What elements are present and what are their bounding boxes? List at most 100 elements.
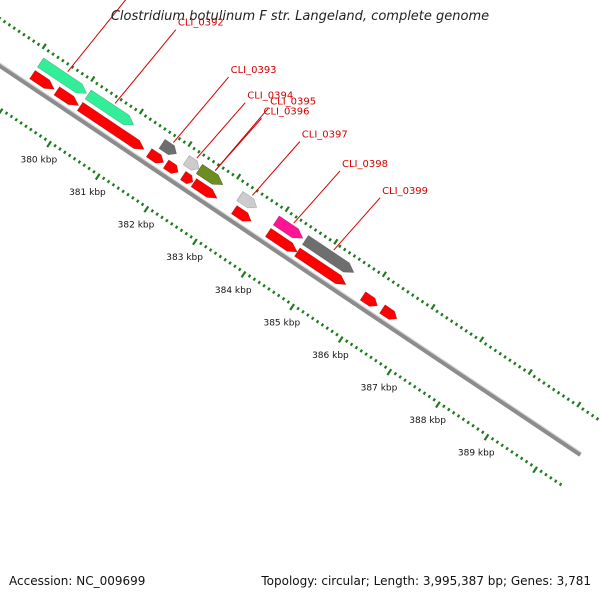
inner-minor-tick bbox=[140, 202, 145, 207]
cds-arrow bbox=[294, 247, 347, 285]
outer-minor-tick bbox=[449, 319, 454, 324]
inner-minor-tick bbox=[267, 287, 271, 291]
inner-minor-tick bbox=[553, 479, 558, 483]
label-leader-line bbox=[173, 76, 229, 143]
inner-minor-tick bbox=[33, 130, 38, 135]
outer-minor-tick bbox=[119, 97, 123, 102]
gene-arrow bbox=[301, 234, 355, 273]
outer-minor-tick bbox=[425, 303, 430, 307]
ruler-tick-label: 385 kbp bbox=[263, 318, 300, 328]
outer-minor-tick bbox=[469, 332, 473, 337]
cds-arrow bbox=[379, 304, 398, 320]
inner-minor-tick bbox=[208, 248, 213, 252]
outer-minor-tick bbox=[313, 228, 318, 232]
inner-minor-tick bbox=[422, 391, 427, 396]
outer-minor-tick bbox=[75, 68, 80, 73]
inner-minor-tick bbox=[442, 404, 446, 409]
outer-minor-tick bbox=[595, 416, 600, 421]
outer-minor-tick bbox=[124, 101, 128, 105]
inner-minor-tick bbox=[524, 459, 529, 464]
outer-minor-tick bbox=[279, 205, 284, 210]
ruler-tick-label: 384 kbp bbox=[215, 286, 252, 296]
outer-minor-tick bbox=[163, 127, 167, 131]
cds-arrow bbox=[145, 148, 164, 164]
inner-major-tick bbox=[0, 108, 4, 115]
cds-arrow bbox=[264, 227, 298, 253]
ruler-tick-label: 381 kbp bbox=[69, 188, 106, 198]
outer-minor-tick bbox=[352, 254, 357, 258]
outer-minor-tick bbox=[357, 257, 362, 262]
inner-minor-tick bbox=[398, 375, 402, 379]
outer-minor-tick bbox=[22, 32, 26, 37]
inner-minor-tick bbox=[38, 134, 43, 138]
inner-minor-tick bbox=[286, 300, 291, 304]
inner-minor-tick bbox=[247, 274, 252, 278]
inner-major-tick bbox=[192, 238, 198, 246]
cds-arrow bbox=[76, 101, 145, 150]
outer-minor-tick bbox=[542, 381, 546, 385]
inner-minor-tick bbox=[301, 309, 305, 314]
outer-minor-tick bbox=[386, 276, 391, 281]
inner-minor-tick bbox=[29, 127, 33, 132]
outer-minor-tick bbox=[80, 71, 85, 76]
inner-minor-tick bbox=[276, 293, 281, 298]
outer-minor-tick bbox=[148, 117, 153, 122]
outer-minor-tick bbox=[197, 149, 201, 154]
inner-minor-tick bbox=[471, 423, 475, 428]
gene-label-cli_0399: CLI_0399 bbox=[382, 186, 428, 197]
inner-minor-tick bbox=[505, 446, 509, 451]
outer-major-tick bbox=[333, 238, 339, 245]
outer-minor-tick bbox=[410, 293, 415, 297]
outer-minor-tick bbox=[2, 19, 7, 24]
inner-minor-tick bbox=[160, 215, 164, 220]
inner-minor-tick bbox=[111, 182, 116, 187]
outer-major-tick bbox=[236, 173, 242, 180]
outer-minor-tick bbox=[483, 342, 488, 346]
inner-minor-tick bbox=[155, 212, 159, 216]
outer-major-tick bbox=[90, 75, 96, 83]
outer-minor-tick bbox=[167, 130, 172, 135]
inner-minor-tick bbox=[296, 306, 300, 311]
outer-minor-tick bbox=[566, 397, 571, 402]
inner-minor-tick bbox=[53, 143, 57, 148]
inner-minor-tick bbox=[412, 384, 417, 389]
gene-label-cli_0392: CLI_0392 bbox=[178, 18, 224, 29]
inner-minor-tick bbox=[374, 358, 378, 363]
outer-minor-tick bbox=[27, 35, 31, 40]
label-leader-line bbox=[293, 170, 341, 224]
inner-minor-tick bbox=[549, 476, 553, 480]
inner-minor-tick bbox=[199, 241, 203, 246]
inner-minor-tick bbox=[500, 443, 504, 448]
outer-minor-tick bbox=[114, 94, 119, 99]
label-leader-line bbox=[214, 118, 262, 171]
outer-minor-tick bbox=[250, 185, 255, 190]
gene-arrow bbox=[195, 163, 224, 185]
outer-minor-tick bbox=[367, 263, 371, 268]
outer-minor-tick bbox=[153, 120, 157, 125]
inner-minor-tick bbox=[359, 349, 364, 353]
inner-minor-tick bbox=[116, 186, 121, 190]
inner-minor-tick bbox=[476, 427, 480, 431]
inner-minor-tick bbox=[58, 147, 62, 151]
label-leader-line bbox=[333, 197, 381, 251]
gene-label-cli_0397: CLI_0397 bbox=[302, 130, 348, 141]
cds-arrow bbox=[359, 291, 378, 307]
ruler-tick-label: 382 kbp bbox=[118, 221, 155, 231]
inner-minor-tick bbox=[272, 290, 276, 295]
outer-minor-tick bbox=[109, 91, 114, 96]
inner-minor-tick bbox=[262, 283, 266, 288]
outer-minor-tick bbox=[216, 162, 221, 167]
outer-minor-tick bbox=[420, 299, 425, 304]
outer-minor-tick bbox=[143, 114, 148, 118]
outer-minor-tick bbox=[590, 413, 595, 418]
inner-minor-tick bbox=[408, 381, 412, 386]
outer-minor-tick bbox=[192, 146, 196, 151]
inner-minor-tick bbox=[461, 417, 466, 422]
inner-minor-tick bbox=[364, 352, 368, 357]
outer-minor-tick bbox=[522, 368, 527, 372]
cds-track bbox=[29, 69, 398, 320]
inner-minor-tick bbox=[393, 371, 398, 376]
genome-summary-text: Topology: circular; Length: 3,995,387 bp… bbox=[261, 574, 591, 588]
outer-minor-tick bbox=[177, 136, 182, 141]
